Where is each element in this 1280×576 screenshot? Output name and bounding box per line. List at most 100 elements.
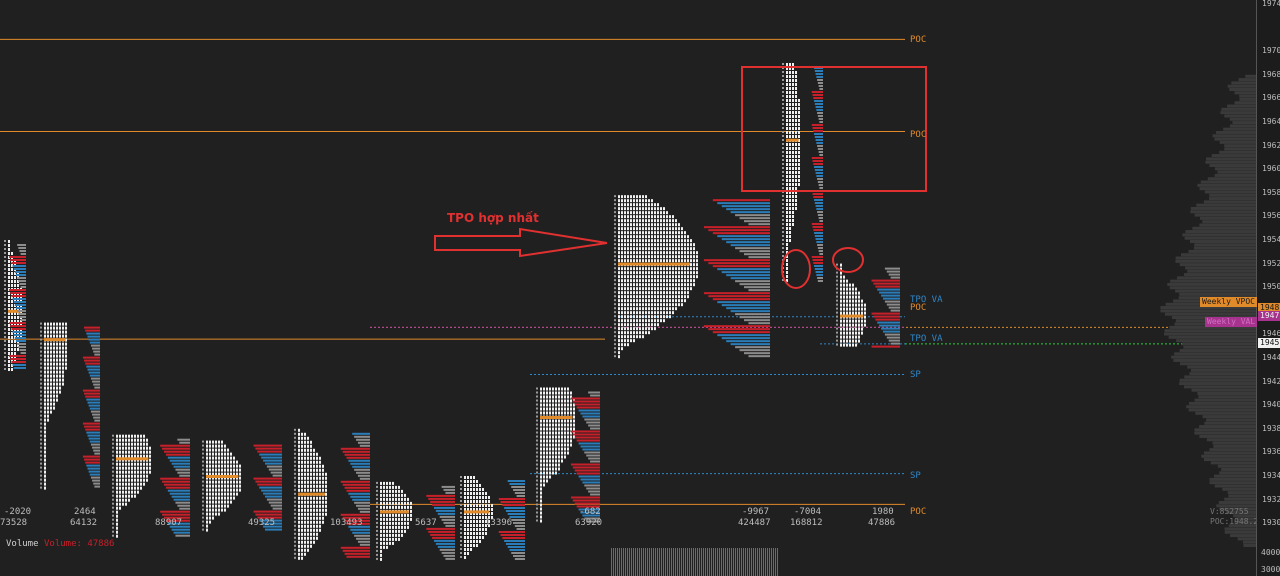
profile-8-volume-bar [586, 520, 600, 523]
profile-1-tpo-block [8, 240, 10, 243]
profile-9-tpo-block [684, 247, 686, 251]
profile-2-tpo-block [44, 422, 46, 426]
profile-7-tpo-block [488, 524, 490, 527]
profile-9-tpo-block [636, 255, 638, 259]
profile-4-tpo-block [221, 500, 223, 504]
composite-profile-row [1204, 421, 1256, 425]
profile-2-tpo-block [47, 370, 49, 374]
profile-4-tpo-block [239, 476, 241, 480]
profile-4-tpo-block [218, 444, 220, 448]
price-axis[interactable] [1256, 0, 1280, 576]
profile-7-tpo-block [470, 480, 472, 483]
profile-7-tpo-block [473, 476, 475, 479]
profile-8-tpo-block [570, 427, 572, 431]
profile-1-tpo-block [11, 332, 13, 335]
profile-10-tpo-block [789, 107, 791, 110]
profile-1-poc [8, 309, 21, 313]
profile-9-tpo-block [681, 251, 683, 255]
profile-10-tpo-block [792, 207, 794, 210]
profile-9-tpo-block [648, 211, 650, 215]
profile-9-tpo-block [675, 231, 677, 235]
profile-9-tpo-block [693, 255, 695, 259]
profile-10-tpo-block [786, 247, 788, 250]
profile-10-tpo-block [789, 123, 791, 126]
profile-volume: 168812 [790, 518, 823, 528]
profile-11-tpo-block [846, 331, 848, 335]
profile-1-tpo-block [11, 268, 13, 271]
composite-profile-row [1190, 240, 1256, 243]
profile-6-tpo-block [407, 513, 409, 517]
profile-2-tpo-block [56, 322, 58, 326]
profile-1-tpo-block [17, 308, 19, 311]
profile-11-tpo-block [843, 343, 845, 347]
profile-9-tpo-block [630, 215, 632, 219]
profile-10-tpo-block [789, 67, 791, 70]
profile-2-volume-bar [86, 398, 100, 401]
profile-8-volume-bar [576, 472, 600, 475]
profile-10-tpo-block [795, 99, 797, 102]
profile-9-tpo-block [627, 251, 629, 255]
profile-9-tpo-block [666, 271, 668, 275]
profile-2-tpo-block [44, 326, 46, 330]
profile-2-tpo-block [59, 322, 61, 326]
profile-9-tpo-block [645, 211, 647, 215]
vol-tick-4000: 4000 [1261, 548, 1280, 557]
profile-4-tpo-block [206, 508, 208, 512]
profile-3-tpo-block [140, 450, 142, 454]
profile-11-tpo-block [846, 291, 848, 295]
profile-2-tpo-block [50, 362, 52, 366]
profile-5-tpo-block [316, 516, 318, 520]
profile-9-tpo-block [651, 215, 653, 219]
profile-3-volume-bar [175, 534, 190, 537]
profile-9-tpo-block [627, 295, 629, 299]
profile-9-tpo-block [636, 223, 638, 227]
profile-6-tpo-block [380, 485, 382, 489]
profile-3-tpo-block [149, 466, 151, 470]
price-tick: 1962 [1262, 140, 1280, 150]
profile-10-tpo-block [792, 195, 794, 198]
profile-8-tpo-block [546, 403, 548, 407]
profile-9-tpo-block [684, 299, 686, 303]
profile-4-tpo-block [230, 452, 232, 456]
profile-3-tpo-block [131, 434, 133, 438]
composite-profile-row [1184, 385, 1256, 389]
profile-8-tpo-block [558, 427, 560, 431]
profile-9-tpo-block [654, 303, 656, 307]
profile-9-tpo-block [651, 295, 653, 299]
profile-2-tpo-block [47, 382, 49, 386]
profile-8-tpo-block [564, 419, 566, 423]
profile-9-tpo-block [654, 215, 656, 219]
profile-5-volume-bar [354, 468, 370, 471]
profile-2-tpo-dot [40, 334, 42, 337]
profile-9-tpo-block [675, 287, 677, 291]
composite-profile-row [1234, 520, 1256, 524]
profile-6-tpo-dot [376, 505, 378, 508]
volume-bar [747, 548, 748, 576]
profile-1-volume-bar [19, 349, 26, 351]
profile-5-tpo-block [301, 544, 303, 548]
profile-2-tpo-dot [40, 410, 42, 413]
profile-10-volume-bar [818, 85, 823, 87]
profile-6-tpo-block [404, 501, 406, 505]
profile-11-tpo-dot [836, 327, 838, 330]
profile-1-tpo-block [11, 348, 13, 351]
profile-4-tpo-block [209, 460, 211, 464]
profile-8-tpo-block [564, 431, 566, 435]
profile-9-tpo-block [675, 279, 677, 283]
profile-2-tpo-block [50, 390, 52, 394]
profile-5-tpo-block [298, 536, 300, 540]
profile-9-tpo-block [663, 295, 665, 299]
profile-9-tpo-block [690, 255, 692, 259]
profile-11-volume-bar [871, 345, 900, 348]
profile-6-tpo-block [380, 557, 382, 561]
profile-9-tpo-block [627, 239, 629, 243]
profile-3-poc [116, 457, 149, 461]
profile-9-tpo-dot [614, 287, 616, 290]
profile-3-tpo-block [134, 438, 136, 442]
profile-2-tpo-block [47, 334, 49, 338]
profile-3-tpo-block [119, 470, 121, 474]
profile-4-tpo-block [221, 464, 223, 468]
profile-6-tpo-block [389, 521, 391, 525]
profile-9-tpo-block [621, 335, 623, 339]
